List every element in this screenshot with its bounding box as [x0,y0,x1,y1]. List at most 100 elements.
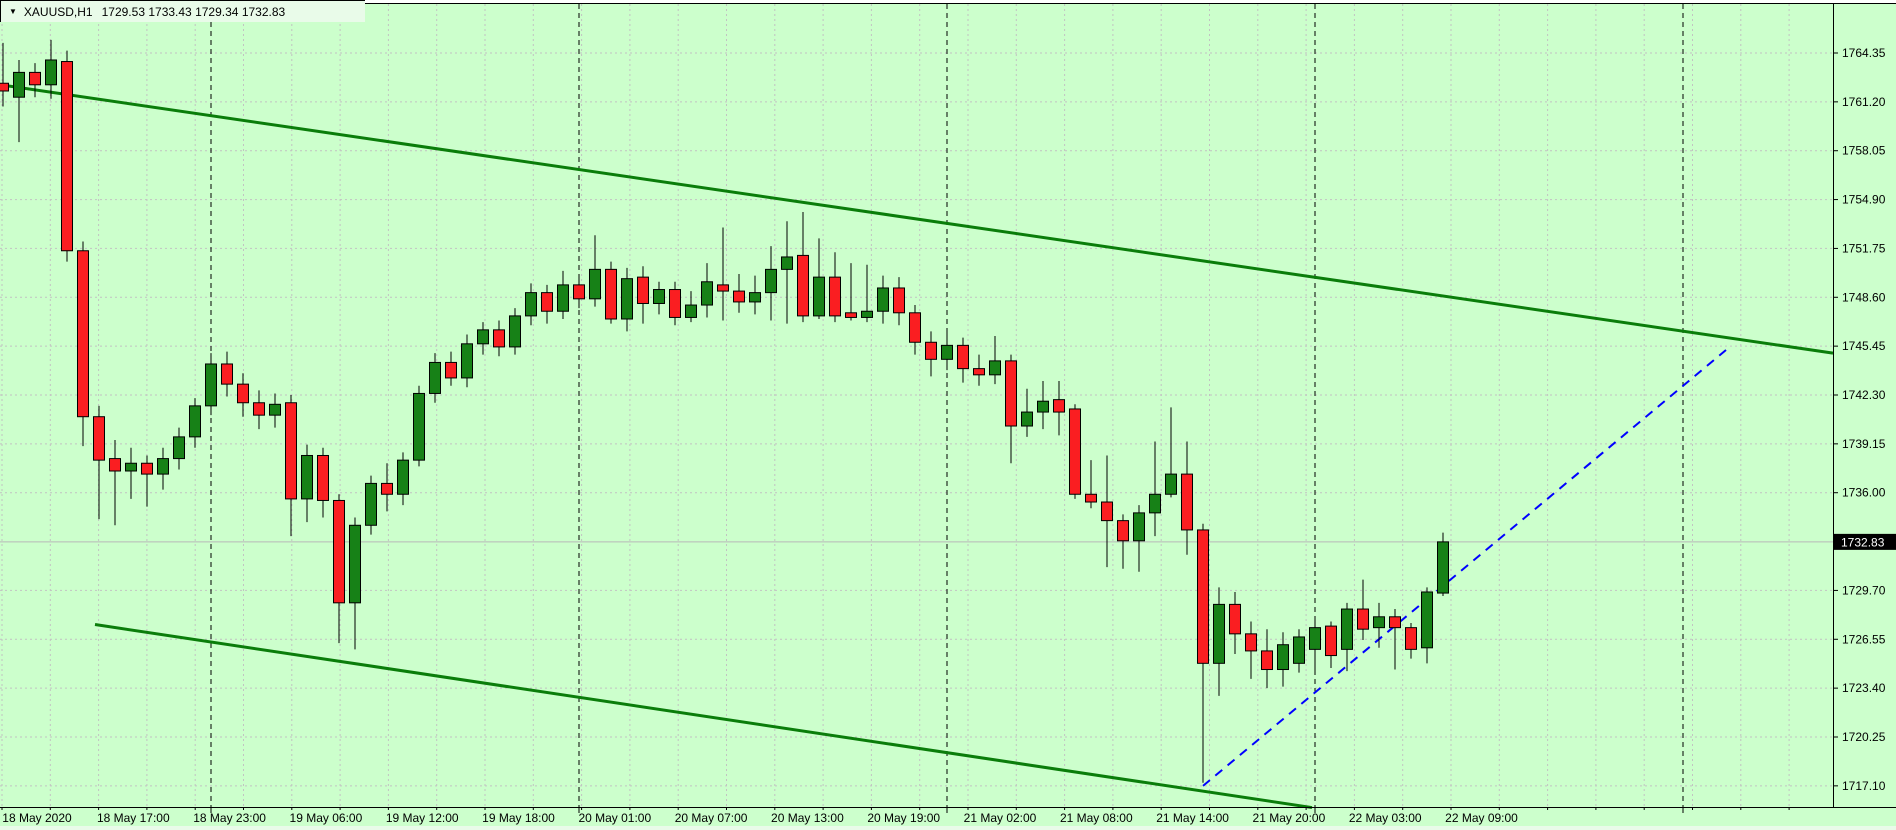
bearish-candle [61,61,73,252]
time-axis-label: 18 May 2020 [2,811,72,825]
bullish-candle [429,361,441,394]
price-axis-label: 1729.70 [1842,583,1886,597]
bearish-candle [1229,603,1241,635]
bullish-candle [1213,603,1225,664]
bullish-candle [557,284,569,312]
time-axis-label: 18 May 23:00 [193,811,266,825]
bullish-candle [861,310,873,318]
bearish-candle [221,363,233,385]
time-axis-label: 21 May 02:00 [964,811,1037,825]
bullish-candle [1437,541,1449,594]
bearish-candle [1181,473,1193,531]
time-axis-label: 21 May 08:00 [1060,811,1133,825]
bullish-candle [525,292,537,317]
bearish-candle [845,312,857,318]
bullish-candle [413,392,425,461]
bullish-candle [749,292,761,303]
bullish-candle [813,276,825,317]
bearish-candle [909,312,921,343]
bullish-candle [989,360,1001,376]
bullish-candle [365,482,377,526]
bullish-candle [349,524,361,604]
price-axis-label: 1739.15 [1842,437,1886,451]
bearish-candle [893,287,905,314]
bullish-candle [1021,411,1033,427]
bearish-candle [1005,360,1017,427]
channel-upper-line[interactable] [0,83,1834,355]
channel-lower-line[interactable] [94,623,1313,810]
price-axis-label: 1736.00 [1842,486,1886,500]
bullish-candle [1373,616,1385,629]
time-axis-label: 20 May 19:00 [867,811,940,825]
bullish-candle [653,289,665,304]
bearish-candle [1069,408,1081,495]
bearish-candle [573,284,585,300]
bearish-candle [1197,529,1209,664]
bullish-candle [269,403,281,416]
bearish-candle [317,454,329,501]
bearish-candle [1117,520,1129,542]
bullish-candle [461,343,473,379]
bearish-candle [829,276,841,317]
ohlc-readout[interactable]: ▼ XAUUSD,H1 1729.53 1733.43 1729.34 1732… [0,0,365,22]
bearish-candle [1053,399,1065,413]
bearish-candle [1261,650,1273,671]
bullish-candle [173,436,185,460]
bearish-candle [381,482,393,495]
time-axis-label: 22 May 03:00 [1349,811,1422,825]
price-axis-label: 1751.75 [1842,241,1886,255]
ohlc-close: 1732.83 [241,4,286,19]
price-axis-label: 1742.30 [1842,388,1886,402]
time-axis-label: 21 May 20:00 [1253,811,1326,825]
bearish-candle [637,276,649,304]
bearish-candle [445,361,457,379]
price-axis-label: 1754.90 [1842,193,1886,207]
price-axis-label: 1720.25 [1842,730,1886,744]
bearish-candle [797,254,809,317]
bearish-candle [1101,501,1113,522]
bullish-candle [877,287,889,312]
bullish-candle [301,454,313,500]
current-price-tag-value: 1732.83 [1841,535,1885,549]
time-axis-label: 20 May 07:00 [675,811,748,825]
bearish-candle [253,402,265,416]
bearish-candle [285,402,297,500]
bullish-candle [397,459,409,495]
bearish-candle [957,344,969,370]
bearish-candle [93,416,105,461]
bullish-candle [621,278,633,320]
bullish-candle [477,329,489,345]
bullish-candle [13,71,25,98]
bearish-candle [109,458,121,472]
symbol-dropdown-icon[interactable]: ▼ [9,7,17,16]
bullish-candle [701,281,713,306]
bullish-candle [765,268,777,294]
price-axis-label: 1764.35 [1842,46,1886,60]
bullish-candle [1037,400,1049,413]
ohlc-open: 1729.53 [101,4,145,19]
ascending-trendline[interactable] [1202,349,1727,787]
time-axis-label: 18 May 17:00 [97,811,170,825]
bullish-candle [189,405,201,438]
time-axis-label: 20 May 01:00 [578,811,651,825]
bullish-candle [45,59,57,86]
bullish-candle [685,304,697,318]
bearish-candle [541,292,553,312]
bearish-candle [925,341,937,360]
price-axis-label: 1758.05 [1842,144,1886,158]
bullish-candle [1341,608,1353,650]
bullish-candle [1309,627,1321,650]
price-axis-label: 1726.55 [1842,632,1886,646]
bearish-candle [141,462,153,475]
bearish-candle [717,284,729,292]
price-axis-label: 1745.45 [1842,339,1886,353]
bullish-candle [157,458,169,475]
bearish-candle [1245,633,1257,652]
time-axis-label: 19 May 18:00 [482,811,555,825]
bullish-candle [509,315,521,348]
time-axis-label: 20 May 13:00 [771,811,844,825]
bearish-candle [493,329,505,348]
bearish-candle [1325,625,1337,657]
price-axis-label: 1723.40 [1842,681,1886,695]
